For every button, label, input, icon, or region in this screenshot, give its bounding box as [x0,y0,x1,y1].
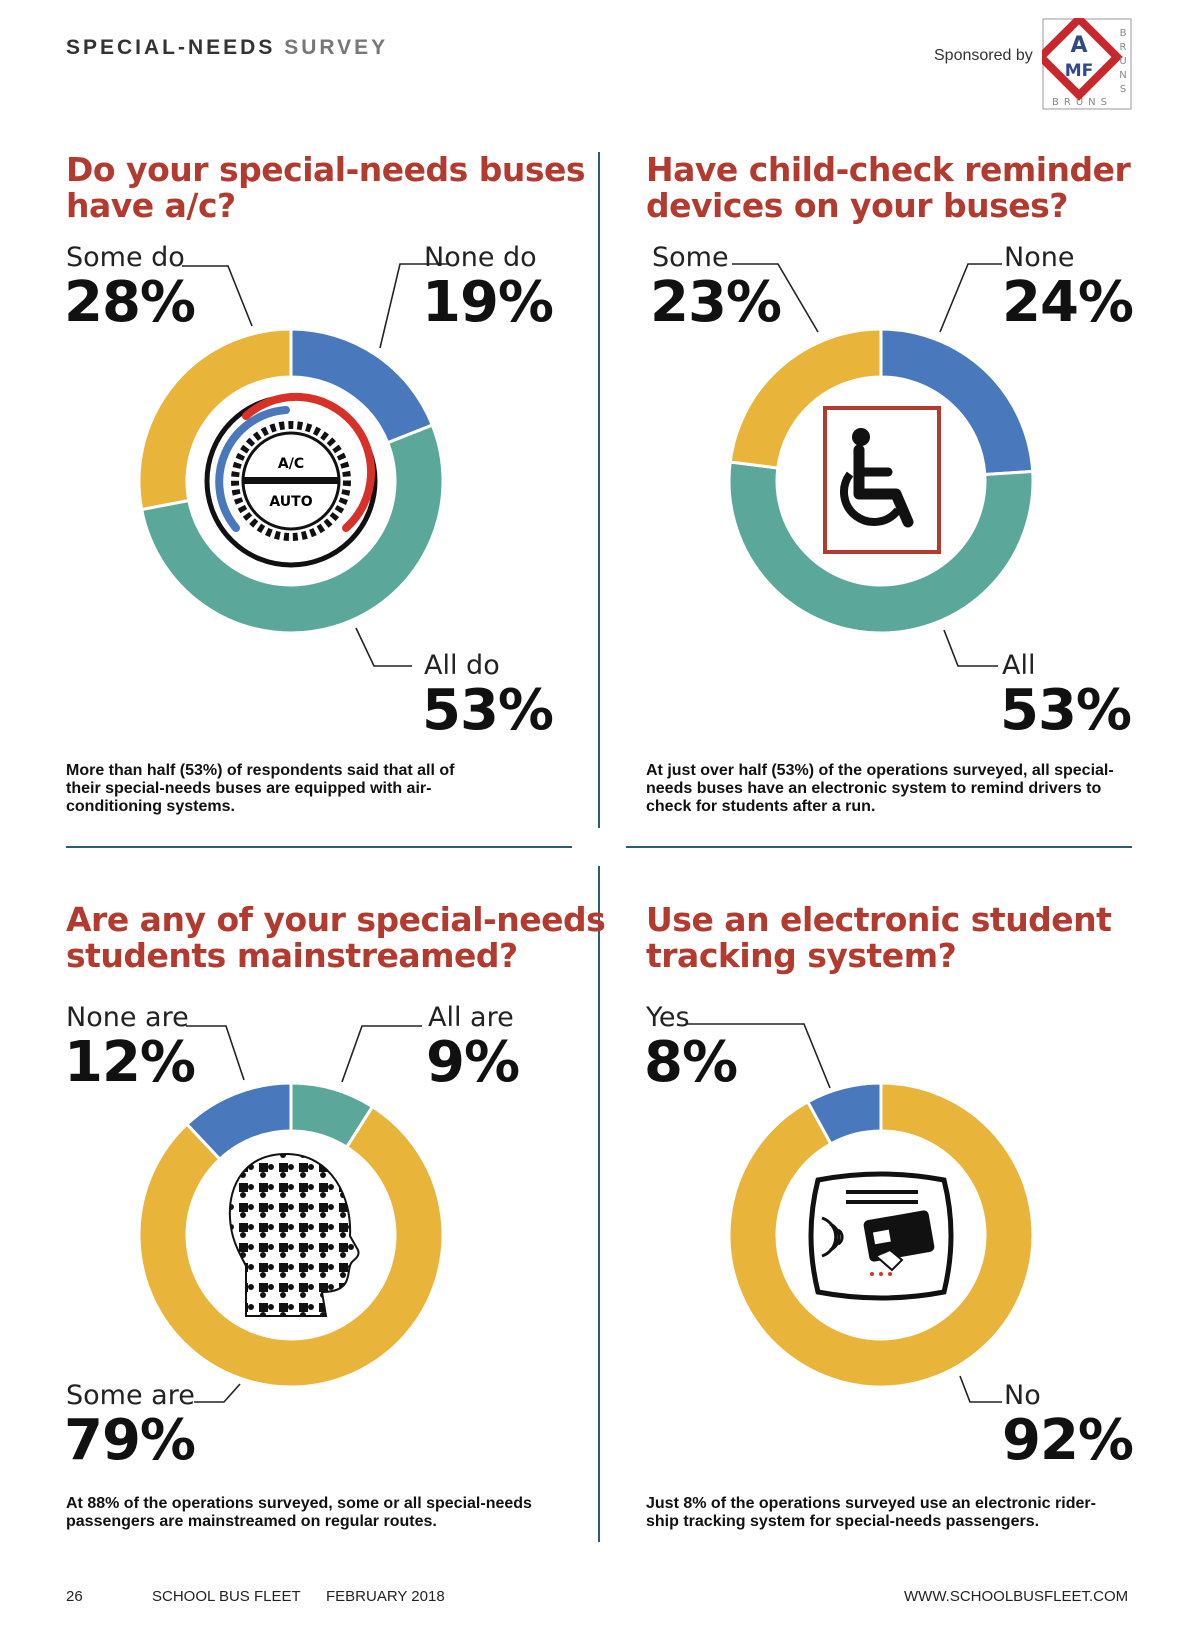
chart-1-label-some: Some do [66,242,185,273]
chart-3-label-some: Some are [66,1380,195,1411]
chart-2-label-none: None [1004,242,1075,273]
chart-1-caption: More than half (53%) of respondents said… [66,762,455,815]
chart-3-title: Are any of your special-needs students m… [66,900,606,975]
chart-1-slice-some-do [137,327,293,512]
publication-name: SCHOOL BUS FLEET [152,1588,301,1605]
chart-3-label-none: None are [66,1002,189,1033]
card-reader-icon [808,1171,954,1301]
chart-2-title: Have child-check reminder devices on you… [646,150,1131,225]
chart-4-slice-yes [805,1081,883,1146]
ac-dial-icon: A/C AUTO [204,392,378,568]
svg-text:A/C: A/C [278,456,304,472]
chart-2-slice-some [728,327,883,470]
chart-2-pct-some: 23% [650,270,782,335]
svg-text:N: N [1119,70,1126,81]
svg-text:B: B [1120,28,1127,39]
chart-2-label-all: All [1002,650,1036,681]
chart-1-donut: A/C AUTO [137,327,445,635]
chart-2-slice-all [727,460,1035,635]
svg-text:U: U [1119,56,1126,67]
svg-text:A: A [1070,33,1087,58]
chart-3-pct-all: 9% [426,1030,520,1095]
svg-text:AUTO: AUTO [269,494,312,510]
sponsor-logo: A MF B R U N S BRUNS [1042,18,1132,110]
section-title: SPECIAL-NEEDS SURVEY [66,36,388,60]
chart-3-label-all: All are [428,1002,514,1033]
chart-2-caption: At just over half (53%) of the operation… [646,762,1114,815]
page-number: 26 [66,1588,83,1605]
vertical-divider-bottom [598,866,600,1542]
svg-text:MF: MF [1065,61,1094,81]
chart-3-slice-some-are [137,1104,445,1389]
vertical-divider-top [598,152,600,828]
issue-date: FEBRUARY 2018 [326,1588,445,1605]
chart-2-pct-none: 24% [1002,270,1134,335]
chart-3-caption: At 88% of the operations surveyed, some … [66,1495,532,1530]
section-title-light: SURVEY [284,36,389,59]
chart-2-pct-all: 53% [1000,678,1132,743]
wheelchair-icon [823,406,941,554]
chart-4-title: Use an electronic student tracking syste… [646,900,1112,975]
chart-3-donut [137,1081,445,1389]
chart-3-pct-none: 12% [64,1030,196,1095]
svg-text:BRUNS: BRUNS [1052,97,1112,108]
chart-1-slice-all-do [139,423,445,635]
chart-1-pct-none: 19% [422,270,554,335]
horizontal-divider-left [66,846,572,848]
chart-3-pct-some: 79% [64,1408,196,1473]
chart-4-label-no: No [1004,1380,1041,1411]
horizontal-divider-right [626,846,1132,848]
puzzle-head-icon [228,1152,360,1317]
chart-4-slice-no [727,1081,1035,1389]
chart-3-slice-none-are [184,1081,293,1162]
chart-4-donut [727,1081,1035,1389]
chart-1-pct-some: 28% [64,270,196,335]
chart-4-caption: Just 8% of the operations surveyed use a… [646,1495,1096,1530]
chart-1-label-none: None do [424,242,537,273]
svg-text:S: S [1120,84,1126,95]
section-title-bold: SPECIAL-NEEDS [66,36,276,59]
svg-text:R: R [1120,42,1127,53]
chart-1-title: Do your special-needs buses have a/c? [66,150,586,225]
chart-4-label-yes: Yes [646,1002,690,1033]
chart-1-label-all: All do [424,650,500,681]
chart-2-donut [727,327,1035,635]
chart-4-pct-yes: 8% [644,1030,738,1095]
chart-2-label-some: Some [652,242,729,273]
chart-1-pct-all: 53% [422,678,554,743]
website-url: WWW.SCHOOLBUSFLEET.COM [904,1588,1129,1605]
sponsor-text: Sponsored by [934,47,1033,64]
chart-4-pct-no: 92% [1002,1408,1134,1473]
